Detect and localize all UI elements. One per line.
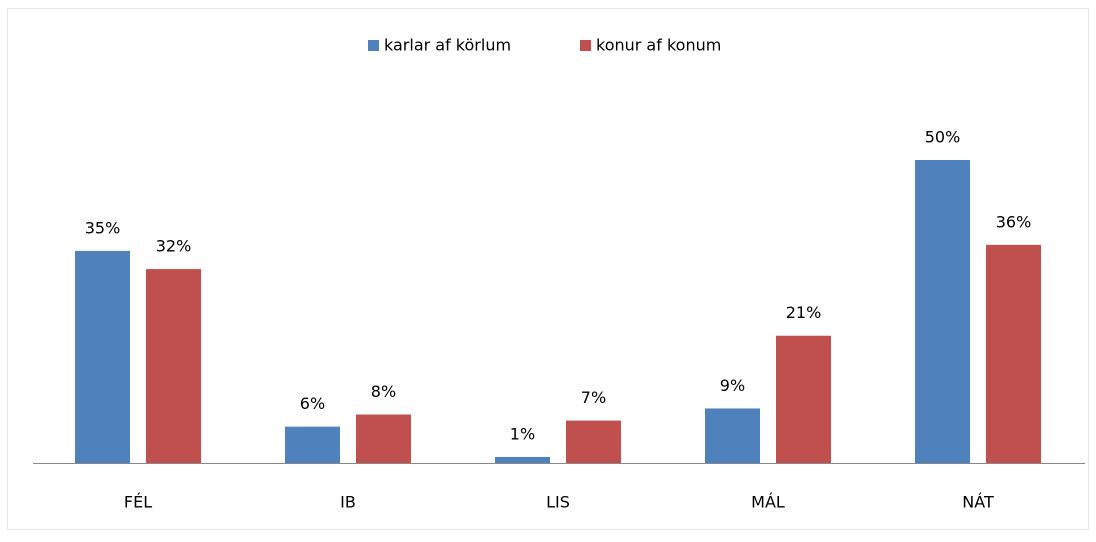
data-label: 6% [300,394,325,413]
x-tick-label: FÉL [124,493,152,512]
bar [146,269,201,463]
x-tick-label: MÁL [751,493,785,512]
bar [986,244,1041,463]
data-label: 35% [85,218,121,237]
legend-swatch [368,40,379,51]
data-label: 7% [581,388,606,407]
data-label: 21% [786,303,822,322]
bar [285,426,340,463]
bar [356,414,411,463]
x-tick-label: IB [340,493,356,512]
bar [495,456,550,463]
data-label: 1% [510,424,535,443]
data-label: 50% [925,128,961,147]
legend-label: konur af konum [596,36,721,55]
data-label: 9% [720,376,745,395]
bar [776,335,831,463]
legend-swatch [580,40,591,51]
data-label: 8% [371,382,396,401]
data-label: 32% [156,237,192,256]
bar [915,160,970,463]
legend-label: karlar af körlum [384,36,511,55]
x-tick-label: LIS [546,493,570,512]
bar [75,250,130,463]
data-label: 36% [996,212,1032,231]
bar [566,420,621,463]
x-tick-label: NÁT [962,493,994,512]
bar [705,408,760,463]
